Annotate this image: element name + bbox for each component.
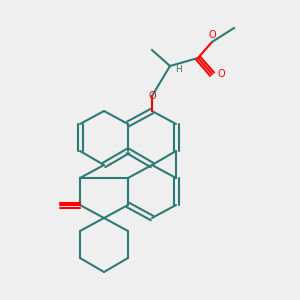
Text: O: O [218, 69, 226, 79]
Text: O: O [148, 91, 156, 101]
Text: O: O [208, 30, 216, 40]
Text: H: H [175, 64, 182, 74]
